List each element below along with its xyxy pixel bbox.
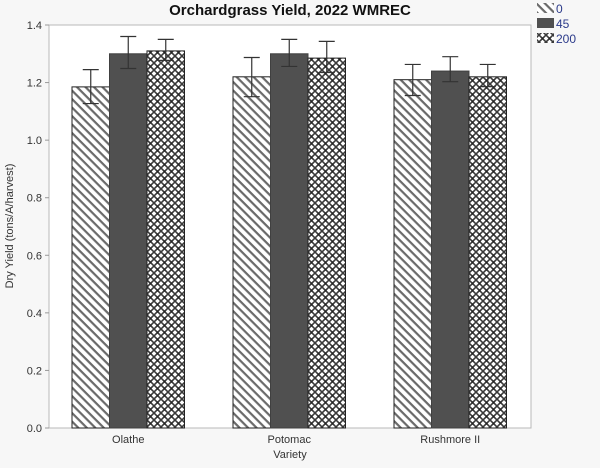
bar-rushmore-ii-45 <box>431 70 470 429</box>
solid-dark-swatch-icon <box>537 18 554 28</box>
error-bar <box>479 63 496 88</box>
error-bar <box>281 38 298 68</box>
error-bar <box>120 35 137 70</box>
y-tick-label: 1.0 <box>27 135 42 147</box>
bar-olathe-200 <box>146 50 185 429</box>
y-tick-label: 0.4 <box>27 308 42 320</box>
bar-rushmore-ii-0 <box>393 79 432 429</box>
error-bar <box>318 40 335 74</box>
x-tick-label: Potomac <box>268 434 312 446</box>
legend-item-45: 45 <box>537 17 570 31</box>
bar-olathe-45 <box>109 53 148 429</box>
x-axis-label: Variety <box>273 449 307 461</box>
legend-item-0: 0 <box>537 2 563 16</box>
y-tick-label: 0.2 <box>27 365 42 377</box>
legend-label-200: 200 <box>556 32 576 46</box>
y-tick-label: 0.6 <box>27 250 42 262</box>
error-bar <box>404 63 421 97</box>
crosshatch-swatch-icon <box>537 33 554 43</box>
error-bar <box>157 38 174 62</box>
bar-rushmore-ii-200 <box>468 76 507 429</box>
y-tick-label: 0.8 <box>27 193 42 205</box>
error-bar <box>442 56 459 83</box>
legend: 0 45 200 <box>537 2 576 46</box>
bar-potomac-0 <box>232 76 271 429</box>
bar-potomac-200 <box>307 57 346 429</box>
chart-title: Orchardgrass Yield, 2022 WMREC <box>169 2 411 19</box>
y-tick-label: 1.2 <box>27 78 42 90</box>
y-axis: 0.0 0.2 0.4 0.6 0.8 1.0 1.2 1.4 <box>27 20 49 435</box>
x-axis: Olathe Potomac Rushmore II <box>112 434 480 446</box>
legend-label-45: 45 <box>556 17 570 31</box>
legend-item-200: 200 <box>537 32 576 46</box>
bar-olathe-0 <box>71 86 110 429</box>
bar-group-olathe <box>71 35 185 429</box>
x-tick-label: Rushmore II <box>420 434 480 446</box>
error-bar <box>82 69 99 105</box>
bar-group-potomac <box>232 38 346 429</box>
bar-group-rushmore-ii <box>393 56 507 429</box>
y-axis-label: Dry Yield (tons/A/harvest) <box>4 164 16 289</box>
error-bar <box>243 56 260 98</box>
legend-label-0: 0 <box>556 2 563 16</box>
bar-potomac-45 <box>270 53 309 429</box>
y-tick-label: 0.0 <box>27 423 42 435</box>
y-tick-label: 1.4 <box>27 20 42 32</box>
bars-group <box>71 35 507 429</box>
diagonal-hatch-swatch-icon <box>537 3 554 13</box>
x-tick-label: Olathe <box>112 434 144 446</box>
